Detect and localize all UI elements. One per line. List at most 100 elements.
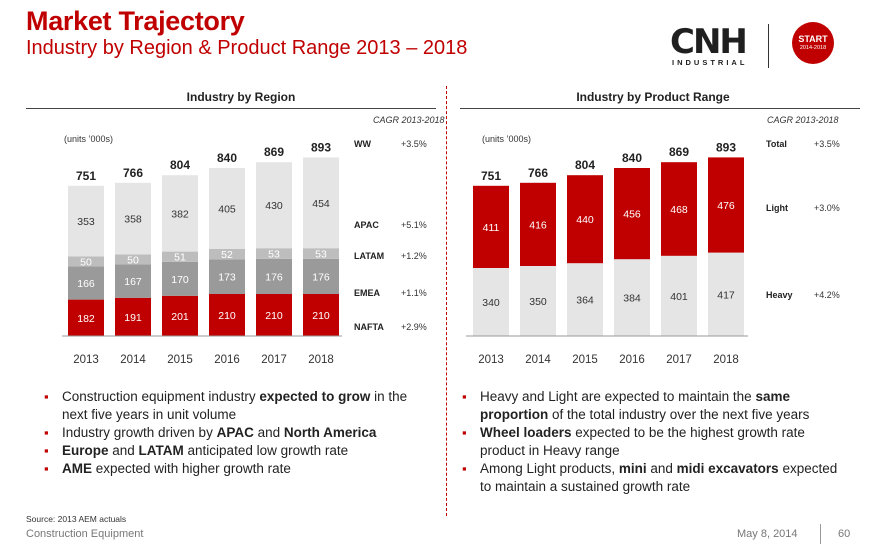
value-label-light-2018: 476 bbox=[717, 200, 735, 212]
bar-emea-2014 bbox=[115, 264, 151, 298]
cagr-label-ww: WW bbox=[354, 139, 371, 149]
bar-heavy-2016 bbox=[614, 259, 650, 336]
bar-emea-2015 bbox=[162, 261, 198, 296]
x-tick-region-2014: 2014 bbox=[120, 354, 146, 366]
bar-heavy-2014 bbox=[520, 266, 556, 336]
cagr-value-emea: +1.1% bbox=[401, 288, 427, 298]
bullet-emphasis: Europe bbox=[62, 443, 109, 458]
value-label-nafta-2013: 182 bbox=[77, 313, 95, 325]
value-label-latam-2016: 52 bbox=[221, 249, 233, 261]
cagr-label-light: Light bbox=[766, 203, 788, 213]
bar-latam-2017 bbox=[256, 248, 292, 259]
bar-latam-2016 bbox=[209, 249, 245, 260]
cagr-value-heavy: +4.2% bbox=[814, 290, 840, 300]
logo-word: CNH bbox=[670, 22, 748, 62]
total-label-product-2016: 840 bbox=[622, 151, 642, 165]
value-label-light-2016: 456 bbox=[623, 209, 641, 221]
x-tick-region-2018: 2018 bbox=[308, 354, 334, 366]
bullet-text: Construction equipment industry bbox=[62, 389, 260, 404]
total-label-product-2018: 893 bbox=[716, 140, 736, 154]
value-label-heavy-2015: 364 bbox=[576, 295, 594, 307]
bullet-text: in the next five years in unit volume bbox=[62, 389, 408, 422]
bullet-emphasis: midi excavators bbox=[676, 461, 779, 476]
page-subtitle: Industry by Region & Product Range 2013 … bbox=[26, 37, 468, 59]
cagr-label-heavy: Heavy bbox=[766, 290, 793, 300]
panel-divider bbox=[446, 86, 447, 516]
bullet-item: Wheel loaders expected to be the highest… bbox=[462, 424, 852, 460]
bullet-emphasis: mini bbox=[618, 461, 647, 476]
x-tick-region-2017: 2017 bbox=[261, 354, 287, 366]
value-label-emea-2014: 167 bbox=[124, 276, 142, 288]
bar-heavy-2017 bbox=[661, 255, 697, 336]
bullet-emphasis: same proportion bbox=[480, 389, 790, 422]
cagr-value-apac: +5.1% bbox=[401, 220, 427, 230]
value-label-light-2017: 468 bbox=[670, 204, 688, 216]
cagr-value-latam: +1.2% bbox=[401, 251, 427, 261]
value-label-latam-2015: 51 bbox=[174, 252, 186, 264]
value-label-heavy-2018: 417 bbox=[717, 289, 735, 301]
region-panel-title: Industry by Region bbox=[186, 90, 296, 104]
start-badge: START 2014-2018 bbox=[792, 22, 834, 64]
bar-emea-2018 bbox=[303, 258, 339, 294]
cagr-value-ww: +3.5% bbox=[401, 139, 427, 149]
bullet-emphasis: North America bbox=[283, 425, 377, 440]
bullet-item: AME expected with higher growth rate bbox=[44, 460, 434, 478]
value-label-apac-2014: 358 bbox=[124, 214, 142, 226]
product-panel-title: Industry by Product Range bbox=[576, 90, 730, 104]
x-tick-product-2013: 2013 bbox=[478, 354, 504, 366]
bullet-item: Europe and LATAM anticipated low growth … bbox=[44, 442, 434, 460]
badge-line1: START bbox=[798, 34, 828, 44]
bullet-text: expected to maintain a sustained growth … bbox=[480, 461, 838, 494]
cnh-logo: CNH INDUSTRIAL bbox=[670, 22, 750, 70]
cagr-label-emea: EMEA bbox=[354, 288, 381, 298]
value-label-light-2013: 411 bbox=[483, 222, 500, 234]
bar-apac-2014 bbox=[115, 182, 151, 255]
region-units: (units ’000s) bbox=[64, 134, 114, 144]
bar-heavy-2015 bbox=[567, 263, 603, 336]
value-label-emea-2016: 173 bbox=[218, 272, 236, 284]
bullet-item: Construction equipment industry expected… bbox=[44, 388, 434, 424]
bar-heavy-2013 bbox=[473, 268, 509, 336]
value-label-light-2014: 416 bbox=[529, 219, 547, 231]
bar-nafta-2016 bbox=[209, 294, 245, 336]
product-header-rule bbox=[460, 108, 860, 109]
bar-latam-2014 bbox=[115, 254, 151, 265]
bar-apac-2016 bbox=[209, 168, 245, 249]
bar-apac-2015 bbox=[162, 175, 198, 252]
value-label-nafta-2018: 210 bbox=[312, 310, 330, 322]
bar-light-2015 bbox=[567, 175, 603, 264]
cagr-value-nafta: +2.9% bbox=[401, 322, 427, 332]
cagr-label-apac: APAC bbox=[354, 220, 379, 230]
value-label-nafta-2015: 201 bbox=[171, 311, 189, 323]
region-header-rule bbox=[26, 108, 436, 109]
footer-date: May 8, 2014 bbox=[737, 528, 798, 540]
value-label-nafta-2016: 210 bbox=[218, 310, 236, 322]
value-label-apac-2018: 454 bbox=[312, 198, 330, 210]
value-label-emea-2017: 176 bbox=[265, 271, 283, 283]
footer-divider bbox=[820, 524, 821, 544]
value-label-apac-2016: 405 bbox=[218, 204, 236, 216]
bullet-text: expected with higher growth rate bbox=[92, 461, 291, 476]
value-label-emea-2015: 170 bbox=[171, 274, 189, 286]
total-label-product-2013: 751 bbox=[481, 169, 501, 183]
bullet-text: Among Light products, bbox=[480, 461, 619, 476]
bar-latam-2018 bbox=[303, 248, 339, 259]
total-label-product-2014: 766 bbox=[528, 166, 548, 180]
bullet-emphasis: AME bbox=[62, 461, 92, 476]
bullet-text: of the total industry over the next five… bbox=[548, 407, 810, 422]
cagr-label-nafta: NAFTA bbox=[354, 322, 384, 332]
bullet-text: expected to be the highest growth rate p… bbox=[480, 425, 805, 458]
total-label-2014: 766 bbox=[123, 166, 143, 180]
bar-light-2018 bbox=[708, 157, 744, 253]
bar-light-2013 bbox=[473, 185, 509, 268]
bar-nafta-2014 bbox=[115, 297, 151, 336]
cagr-value-total: +3.5% bbox=[814, 139, 840, 149]
product-units: (units ’000s) bbox=[482, 134, 532, 144]
total-label-2016: 840 bbox=[217, 151, 237, 165]
total-label-2018: 893 bbox=[311, 140, 331, 154]
footer-section: Construction Equipment bbox=[26, 528, 144, 540]
value-label-heavy-2014: 350 bbox=[529, 296, 547, 308]
value-label-latam-2014: 50 bbox=[127, 254, 139, 266]
bar-nafta-2013 bbox=[68, 299, 104, 336]
